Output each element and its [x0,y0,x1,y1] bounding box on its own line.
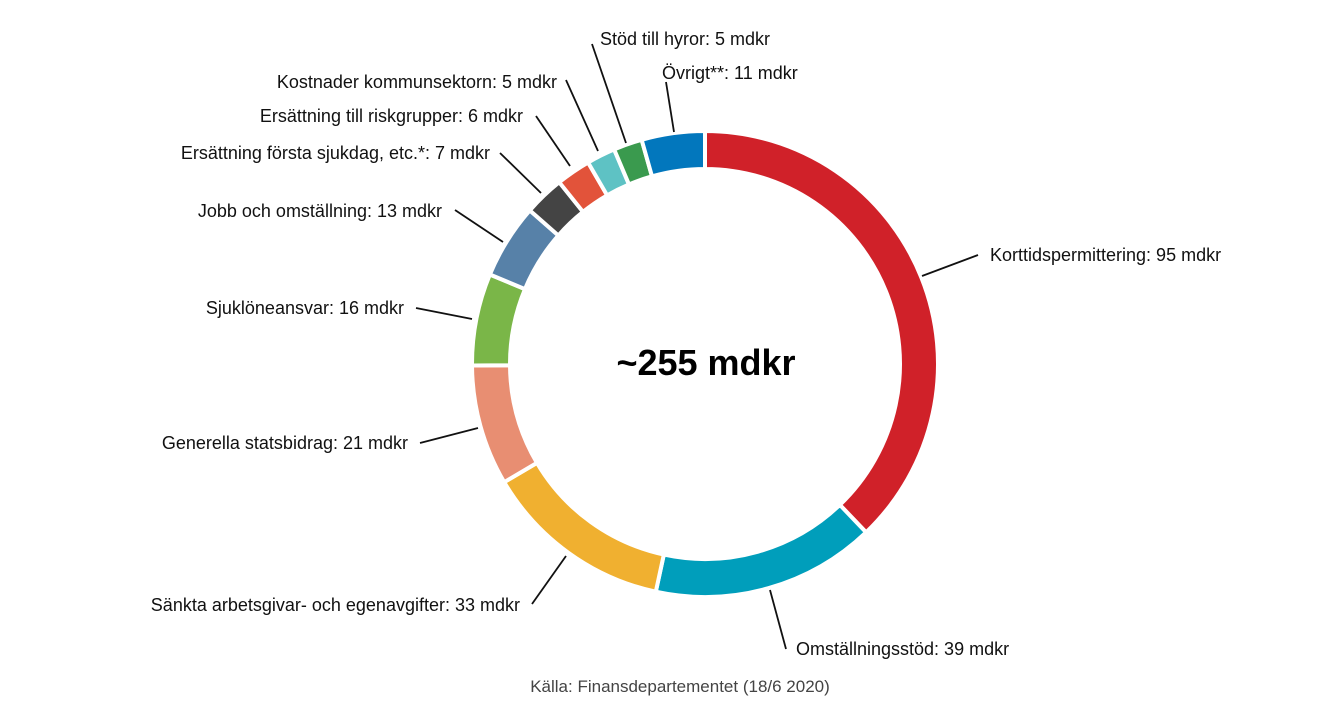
pie-slice [470,271,528,368]
leader-line [535,115,571,167]
leader-line [665,81,675,133]
source-note: Källa: Finansdepartementet (18/6 2020) [530,677,830,696]
pie-slice [653,502,869,599]
leaders-group [415,43,979,650]
pie-slice [703,128,940,536]
slice-label: Övrigt**: 11 mdkr [662,63,798,83]
leader-line [419,427,479,444]
pie-slice [469,363,540,485]
leader-line [499,152,542,194]
pie-slice [639,128,707,179]
center-total-label: ~255 mdkr [616,342,795,383]
slice-label: Omställningsstöd: 39 mdkr [796,639,1009,659]
slice-label: Sänkta arbetsgivar- och egenavgifter: 33… [151,595,520,615]
slice-label: Stöd till hyror: 5 mdkr [600,29,770,49]
leader-line [454,209,504,243]
leader-line [565,79,599,152]
slice-label: Ersättning första sjukdag, etc.*: 7 mdkr [181,143,490,163]
slices-group [469,128,940,599]
leader-line [921,254,979,277]
slice-label: Sjuklöneansvar: 16 mdkr [206,298,404,318]
slice-label: Ersättning till riskgrupper: 6 mdkr [260,106,523,126]
slice-label: Jobb och omställning: 13 mdkr [198,201,442,221]
leader-line [591,43,627,144]
pie-slice [501,460,667,595]
leader-line [415,307,473,320]
leader-line [531,555,567,605]
slice-label: Kostnader kommunsektorn: 5 mdkr [277,72,557,92]
slice-label: Generella statsbidrag: 21 mdkr [162,433,408,453]
labels-group: Korttidspermittering: 95 mdkr Omställning… [151,29,1221,659]
leader-line [769,589,787,650]
slice-label: Korttidspermittering: 95 mdkr [990,245,1221,265]
